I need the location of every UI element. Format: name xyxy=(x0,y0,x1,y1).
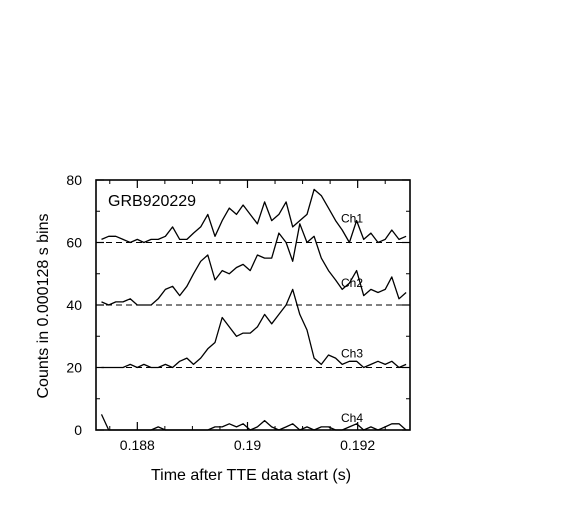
series-label-ch3: Ch3 xyxy=(341,347,363,361)
y-tick-label: 40 xyxy=(66,297,82,313)
y-tick-label: 60 xyxy=(66,235,82,251)
y-axis: 0 20 40 60 80 xyxy=(66,172,410,438)
grb-annotation: GRB920229 xyxy=(108,193,196,210)
y-tick-label: 20 xyxy=(66,360,82,376)
y-axis-label: Counts in 0.000128 s bins xyxy=(35,213,52,398)
x-tick-label: 0.188 xyxy=(120,437,155,453)
x-tick-label: 0.19 xyxy=(234,437,261,453)
y-tick-label: 0 xyxy=(74,422,82,438)
series-label-ch2: Ch2 xyxy=(341,276,363,290)
x-tick-label: 0.192 xyxy=(340,437,375,453)
x-axis: 0.188 0.19 0.192 xyxy=(109,180,386,453)
series-label-ch1: Ch1 xyxy=(341,212,363,226)
x-axis-label: Time after TTE data start (s) xyxy=(151,467,351,484)
series-labels: Ch1 Ch2 Ch3 Ch4 xyxy=(341,212,363,426)
series-line-ch1 xyxy=(101,188,407,244)
series-line-ch3 xyxy=(101,288,407,369)
series-label-ch4: Ch4 xyxy=(341,411,363,425)
y-tick-label: 80 xyxy=(66,172,82,188)
series-line-ch2 xyxy=(101,223,407,306)
